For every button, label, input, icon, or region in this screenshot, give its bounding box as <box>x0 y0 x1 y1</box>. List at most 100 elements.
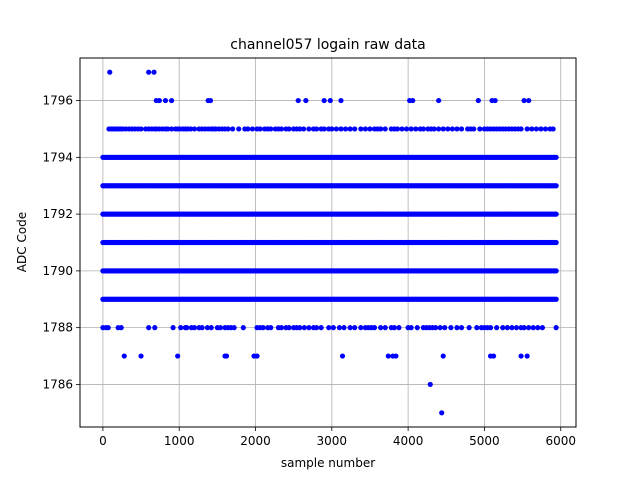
data-point <box>347 126 353 132</box>
data-point <box>297 325 303 331</box>
data-point <box>518 353 524 359</box>
data-point <box>178 325 184 331</box>
x-axis-label: sample number <box>281 456 375 470</box>
data-point <box>408 126 414 132</box>
data-point <box>458 325 465 331</box>
data-point <box>329 126 335 132</box>
data-point <box>301 325 307 331</box>
x-tick-label: 0 <box>99 434 107 448</box>
data-point <box>474 325 480 331</box>
data-point <box>439 410 445 416</box>
data-point <box>466 325 472 331</box>
data-point <box>138 126 144 132</box>
x-tick-label: 3000 <box>317 434 348 448</box>
data-point <box>236 126 242 132</box>
x-axis-ticks: 0 1000 2000 3000 4000 5000 6000 <box>99 427 576 448</box>
data-point <box>504 325 510 331</box>
data-point <box>542 126 549 132</box>
y-tick-label: 1796 <box>42 94 73 108</box>
data-point <box>442 325 448 331</box>
data-point <box>553 268 559 274</box>
data-point <box>509 325 515 331</box>
y-axis-ticks: 1786 1788 1790 1792 1794 1796 <box>42 94 80 391</box>
y-tick-label: 1792 <box>42 207 73 221</box>
data-point <box>378 325 384 331</box>
data-point <box>413 126 419 132</box>
data-point <box>553 239 559 246</box>
data-point <box>539 325 546 331</box>
data-point <box>338 126 344 132</box>
data-point <box>535 325 541 331</box>
data-point <box>382 325 388 331</box>
data-point <box>513 325 520 331</box>
data-point <box>524 126 530 132</box>
data-point <box>336 325 343 331</box>
data-point <box>151 69 157 75</box>
data-point <box>338 97 344 104</box>
data-point <box>208 325 214 331</box>
data-point <box>408 325 414 331</box>
data-point <box>333 126 339 132</box>
data-point <box>245 126 251 132</box>
data-point <box>358 126 364 132</box>
data-point <box>454 325 460 331</box>
data-point <box>367 126 373 132</box>
data-point <box>403 126 410 132</box>
data-point <box>300 126 307 132</box>
x-tick-label: 6000 <box>545 434 576 448</box>
data-point <box>382 126 388 132</box>
data-point <box>168 97 175 104</box>
data-point <box>204 325 211 331</box>
data-point <box>550 126 556 132</box>
data-point <box>138 353 144 359</box>
data-point <box>477 126 483 132</box>
x-tick-label: 1000 <box>164 434 195 448</box>
data-point <box>432 325 439 331</box>
data-point <box>121 353 127 359</box>
data-point <box>431 126 437 132</box>
data-point <box>448 325 454 331</box>
data-point <box>538 126 544 132</box>
y-tick-label: 1786 <box>42 377 73 391</box>
data-point <box>526 97 532 104</box>
data-point <box>518 126 524 132</box>
data-point <box>306 126 312 132</box>
data-point <box>414 325 420 331</box>
data-point <box>526 325 532 331</box>
data-point <box>217 325 224 331</box>
data-point <box>165 126 171 132</box>
data-point <box>530 325 536 331</box>
data-point <box>230 126 236 132</box>
data-point <box>352 126 358 132</box>
data-point <box>231 325 237 331</box>
data-point <box>278 325 285 331</box>
data-point <box>458 126 465 132</box>
data-point <box>490 353 497 359</box>
data-point <box>249 126 256 132</box>
data-point <box>330 325 336 331</box>
data-point <box>313 325 320 331</box>
data-point <box>352 325 358 331</box>
data-point <box>257 126 263 132</box>
x-tick-label: 2000 <box>240 434 271 448</box>
plot-frame <box>79 57 577 428</box>
data-point <box>223 353 230 359</box>
data-point <box>521 325 527 331</box>
data-point <box>118 325 124 331</box>
data-point <box>399 126 405 132</box>
data-point <box>225 126 231 132</box>
data-point <box>152 325 158 331</box>
data-point <box>436 126 442 132</box>
data-point <box>362 126 368 132</box>
y-tick-label: 1790 <box>42 264 73 278</box>
data-point <box>339 353 346 359</box>
data-point <box>156 97 162 104</box>
data-points <box>100 69 559 416</box>
data-point <box>533 126 539 132</box>
data-point <box>146 69 152 75</box>
data-point <box>321 97 327 104</box>
data-point <box>191 325 198 331</box>
data-point <box>494 325 500 331</box>
data-point <box>184 325 190 331</box>
data-point <box>437 325 443 331</box>
